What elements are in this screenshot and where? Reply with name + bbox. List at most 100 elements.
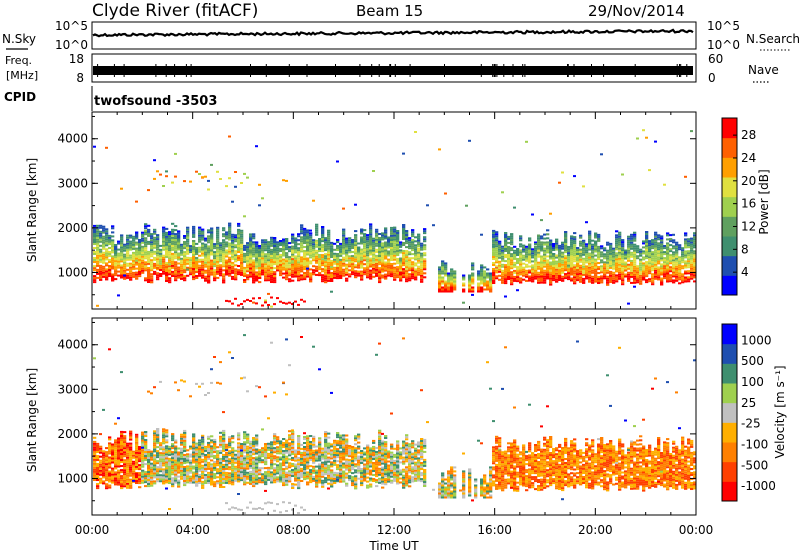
heatmap-cell: [213, 356, 216, 359]
heatmap-cell: [156, 238, 160, 241]
heatmap-cell: [630, 233, 634, 236]
heatmap-cell: [594, 246, 598, 249]
heatmap-cell: [165, 256, 169, 259]
heatmap-cell: [366, 238, 370, 241]
heatmap-cell: [231, 235, 235, 238]
heatmap-cell: [291, 245, 295, 248]
heatmap-cell: [606, 251, 610, 254]
heatmap-cell: [270, 242, 274, 245]
heatmap-cell: [309, 238, 313, 241]
heatmap-cell: [219, 441, 223, 444]
heatmap-cell: [201, 466, 205, 469]
heatmap-cell: [222, 439, 226, 442]
heatmap-cell: [417, 249, 421, 252]
heatmap-cell: [270, 258, 274, 261]
heatmap-cell: [567, 268, 571, 271]
heatmap-cell: [381, 266, 385, 269]
heatmap-cell: [123, 431, 127, 434]
heatmap-cell: [573, 270, 577, 273]
heatmap-cell: [228, 222, 232, 225]
heatmap-cell: [522, 254, 526, 257]
heatmap-cell: [105, 146, 108, 149]
heatmap-cell: [186, 230, 190, 233]
heatmap-cell: [186, 481, 190, 484]
heatmap-cell: [321, 262, 325, 265]
heatmap-cell: [102, 464, 106, 467]
heatmap-cell: [471, 262, 475, 265]
heatmap-cell: [402, 232, 406, 235]
heatmap-cell: [537, 234, 540, 237]
heatmap-cell: [381, 234, 385, 237]
heatmap-cell: [345, 267, 349, 270]
heatmap-cell: [210, 451, 214, 454]
heatmap-cell: [213, 445, 217, 448]
heatmap-cell: [387, 260, 391, 263]
heatmap-cell: [384, 245, 388, 248]
heatmap-cell: [222, 486, 226, 489]
heatmap-cell: [111, 481, 115, 484]
heatmap-cell: [117, 475, 121, 478]
heatmap-cell: [231, 243, 235, 246]
heatmap-cell: [237, 257, 241, 260]
heatmap-cell: [222, 245, 226, 248]
heatmap-cell: [270, 270, 274, 273]
heatmap-cell: [486, 286, 490, 289]
heatmap-cell: [129, 436, 133, 439]
heatmap-cell: [501, 273, 505, 276]
heatmap-cell: [363, 257, 367, 260]
heatmap-cell: [195, 462, 199, 465]
heatmap-cell: [219, 449, 223, 452]
heatmap-cell: [582, 279, 586, 282]
heatmap-cell: [345, 247, 349, 250]
heatmap-cell: [213, 451, 217, 454]
nsky-series: [92, 28, 694, 38]
heatmap-cell: [99, 250, 103, 253]
heatmap-cell: [618, 267, 622, 270]
heatmap-cell: [306, 235, 310, 238]
heatmap-cell: [195, 468, 199, 471]
colorbar-tick-label: 28: [741, 128, 756, 142]
heatmap-cell: [300, 246, 304, 249]
heatmap-cell: [423, 260, 427, 263]
heatmap-cell: [210, 449, 214, 452]
heatmap-cell: [543, 237, 547, 240]
heatmap-cell: [354, 230, 358, 233]
heatmap-cell: [228, 266, 232, 269]
heatmap-cell: [216, 226, 220, 229]
heatmap-cell: [207, 455, 211, 458]
heatmap-cell: [636, 137, 639, 140]
heatmap-cell: [687, 240, 691, 243]
heatmap-cell: [195, 448, 199, 451]
heatmap-cell: [618, 237, 622, 240]
heatmap-cell: [546, 255, 550, 258]
heatmap-cell: [552, 259, 556, 262]
heatmap-cell: [177, 238, 181, 241]
heatmap-cell: [336, 255, 340, 258]
heatmap-cell: [690, 241, 694, 244]
heatmap-cell: [141, 469, 145, 472]
heatmap-cell: [258, 275, 262, 278]
heatmap-cell: [183, 472, 187, 475]
heatmap-cell: [186, 262, 190, 265]
heatmap-cell: [516, 278, 520, 281]
heatmap-cell: [99, 256, 103, 259]
heatmap-cell: [498, 240, 502, 243]
heatmap-cell: [204, 245, 208, 248]
heatmap-cell: [177, 475, 181, 478]
heatmap-cell: [228, 177, 231, 180]
heatmap-cell: [471, 276, 475, 279]
heatmap-cell: [675, 253, 679, 256]
heatmap-cell: [612, 247, 616, 250]
heatmap-cell: [189, 479, 193, 482]
heatmap-cell: [162, 442, 166, 445]
heatmap-cell: [96, 270, 100, 273]
heatmap-cell: [594, 236, 598, 239]
heatmap-cell: [504, 270, 508, 273]
heatmap-cell: [117, 258, 121, 261]
heatmap-cell: [96, 463, 100, 466]
heatmap-cell: [126, 258, 130, 261]
heatmap-cell: [204, 257, 208, 260]
heatmap-cell: [468, 274, 472, 277]
heatmap-cell: [114, 252, 118, 255]
